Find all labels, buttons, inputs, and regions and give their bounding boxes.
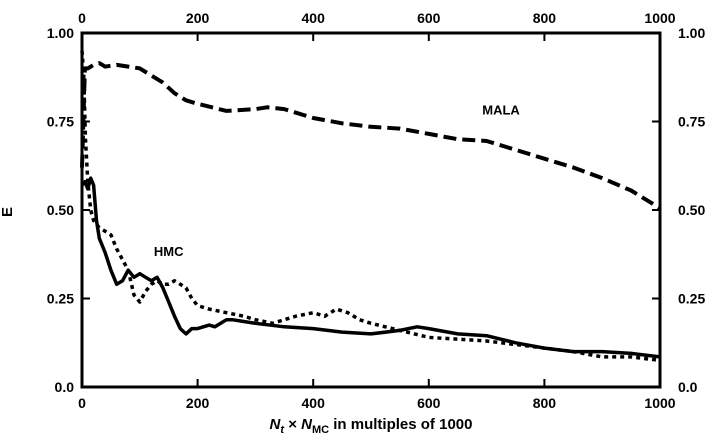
- y-tick-label-right: 0.25: [678, 291, 705, 307]
- annotation-label: MALA: [482, 102, 520, 117]
- y-tick-label-left: 0.25: [47, 291, 74, 307]
- x-tick-label-bottom: 1000: [644, 395, 675, 411]
- x-tick-label-top: 800: [533, 10, 557, 26]
- x-tick-label-top: 200: [186, 10, 210, 26]
- x-tick-label-bottom: 0: [78, 395, 86, 411]
- annotation-label: HMC: [154, 244, 184, 259]
- y-tick-label-right: 1.00: [678, 25, 705, 41]
- x-axis-title-n2: N: [301, 416, 313, 433]
- y-tick-label-right: 0.0: [678, 379, 698, 395]
- tick-group: [81, 32, 661, 388]
- annotation-group: MALA HMC: [154, 102, 521, 259]
- x-tick-label-bottom: 200: [186, 395, 210, 411]
- x-tick-label-top: 1000: [644, 10, 675, 26]
- series-group: [80, 50, 662, 363]
- y-tick-label-left: 1.00: [47, 25, 74, 41]
- x-tick-label-bottom: 600: [417, 395, 441, 411]
- y-tick-label-right: 0.75: [678, 114, 705, 130]
- x-axis-title-sub1: t: [280, 424, 285, 436]
- series-line-dotted: [80, 50, 661, 363]
- tick-label-group: 00200200400400600600800800100010000.00.2…: [47, 10, 706, 411]
- x-axis-title: Nt × NMC in multiples of 1000: [270, 416, 473, 436]
- series-line-solid: [80, 176, 661, 359]
- x-tick-label-top: 600: [417, 10, 441, 26]
- y-tick-label-left: 0.50: [47, 202, 74, 218]
- x-axis-title-rest: in multiples of 1000: [329, 416, 472, 433]
- y-tick-label-right: 0.50: [678, 202, 705, 218]
- y-axis-title: E: [0, 207, 16, 217]
- y-tick-label-left: 0.0: [55, 379, 75, 395]
- series-line-dashed: [80, 61, 662, 210]
- x-tick-label-bottom: 400: [302, 395, 326, 411]
- x-axis-title-n1: N: [270, 416, 282, 433]
- x-axis-title-mid: ×: [284, 416, 301, 433]
- x-tick-label-top: 400: [302, 10, 326, 26]
- x-tick-label-top: 0: [78, 10, 86, 26]
- x-axis-title-sub2: MC: [312, 424, 329, 436]
- y-tick-label-left: 0.75: [47, 114, 74, 130]
- x-tick-label-bottom: 800: [533, 395, 557, 411]
